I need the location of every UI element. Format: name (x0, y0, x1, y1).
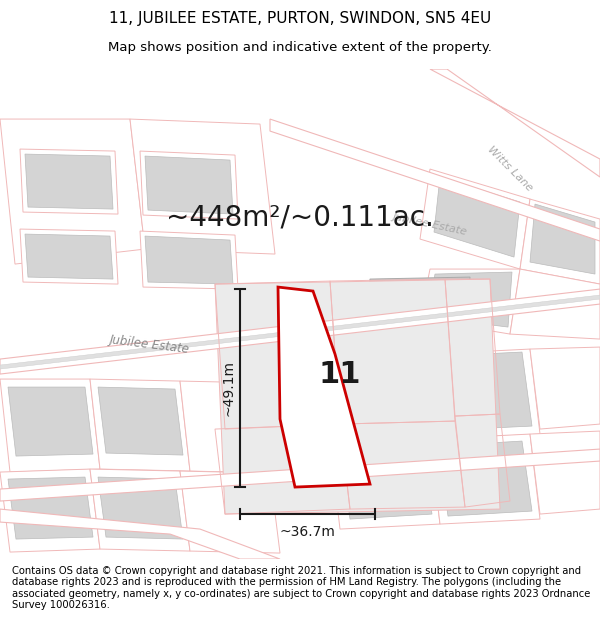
Text: ~448m²/~0.111ac.: ~448m²/~0.111ac. (166, 203, 434, 231)
Text: Jubilee Estate: Jubilee Estate (392, 211, 468, 237)
Polygon shape (530, 431, 600, 514)
Polygon shape (98, 477, 183, 539)
Polygon shape (180, 471, 280, 553)
Polygon shape (145, 236, 233, 284)
Polygon shape (25, 234, 113, 279)
Polygon shape (0, 449, 600, 501)
Text: Map shows position and indicative extent of the property.: Map shows position and indicative extent… (108, 41, 492, 54)
Text: Contains OS data © Crown copyright and database right 2021. This information is : Contains OS data © Crown copyright and d… (12, 566, 590, 611)
Polygon shape (0, 289, 600, 374)
Polygon shape (25, 154, 113, 209)
Polygon shape (340, 359, 432, 434)
Polygon shape (530, 204, 595, 274)
Polygon shape (8, 387, 93, 456)
Polygon shape (0, 119, 145, 264)
Polygon shape (430, 434, 540, 524)
Polygon shape (365, 277, 470, 351)
Polygon shape (0, 509, 280, 559)
Polygon shape (0, 295, 600, 369)
Text: 11: 11 (319, 359, 361, 389)
Polygon shape (430, 69, 600, 177)
Polygon shape (140, 231, 238, 289)
Polygon shape (438, 352, 532, 430)
Polygon shape (530, 347, 600, 429)
Polygon shape (215, 279, 500, 514)
Polygon shape (140, 151, 238, 219)
Polygon shape (98, 387, 183, 455)
Polygon shape (278, 287, 370, 487)
Polygon shape (145, 156, 233, 214)
Text: ~49.1m: ~49.1m (221, 360, 235, 416)
Polygon shape (8, 477, 93, 539)
Polygon shape (434, 177, 520, 257)
Polygon shape (180, 381, 280, 473)
Polygon shape (90, 379, 190, 471)
Polygon shape (20, 149, 118, 214)
Polygon shape (270, 119, 600, 241)
Text: 11, JUBILEE ESTATE, PURTON, SWINDON, SN5 4EU: 11, JUBILEE ESTATE, PURTON, SWINDON, SN5… (109, 11, 491, 26)
Polygon shape (438, 441, 532, 516)
Polygon shape (20, 229, 118, 284)
Text: Witts Lane: Witts Lane (485, 144, 535, 194)
Polygon shape (330, 354, 440, 444)
Polygon shape (330, 439, 440, 529)
Polygon shape (520, 199, 600, 284)
Polygon shape (0, 379, 100, 472)
Polygon shape (0, 469, 100, 552)
Polygon shape (428, 272, 512, 327)
Polygon shape (430, 349, 540, 439)
Polygon shape (90, 469, 190, 551)
Polygon shape (420, 169, 530, 269)
Polygon shape (130, 119, 275, 254)
Polygon shape (420, 269, 520, 334)
Polygon shape (340, 444, 432, 519)
Text: ~36.7m: ~36.7m (280, 525, 335, 539)
Polygon shape (510, 269, 600, 339)
Text: Jubilee Estate: Jubilee Estate (109, 332, 191, 356)
